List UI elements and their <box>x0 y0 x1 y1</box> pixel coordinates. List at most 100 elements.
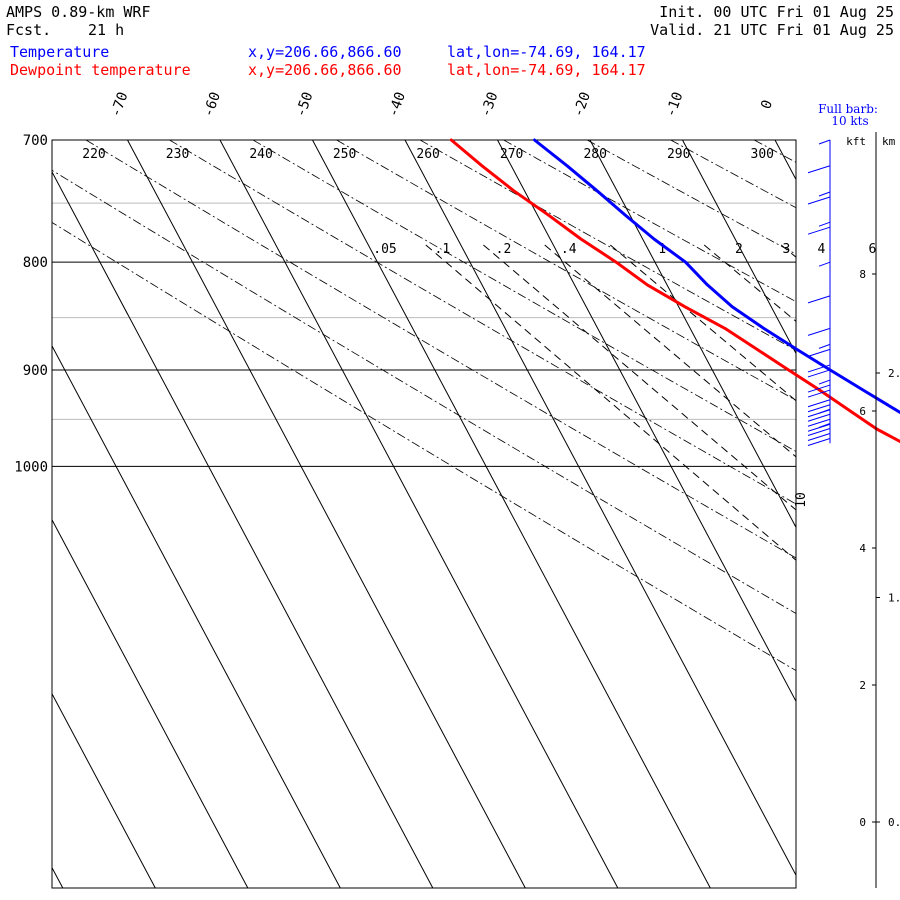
dry-adiabat-line <box>85 140 796 559</box>
wind-barb <box>818 139 831 145</box>
dry-adiabat-label: 230 <box>166 147 189 162</box>
isotherm-tick-label: -30 <box>478 90 502 119</box>
barb-half-feather <box>818 191 831 197</box>
barb-feather <box>807 384 831 393</box>
barb-feather <box>807 348 831 357</box>
isotherm-tick-label: -20 <box>570 90 594 119</box>
isotherm-line <box>682 140 796 355</box>
pressure-tick-label: 900 <box>23 363 48 379</box>
mixing-ratio-label: 3 <box>783 242 791 257</box>
isotherm-line <box>312 140 711 888</box>
dry-adiabat-label: 240 <box>249 147 272 162</box>
dry-adiabat-label: 280 <box>583 147 606 162</box>
barb-feather <box>807 389 831 398</box>
barb-half-feather <box>818 379 831 385</box>
dry-adiabat-line <box>52 221 796 672</box>
forecast-hours: 21 h <box>88 21 125 39</box>
forecast-label: Fcst. <box>6 21 52 39</box>
wind-barb <box>807 423 831 446</box>
barb-feather <box>807 165 831 174</box>
barb-feather <box>807 196 831 205</box>
mixing-ratio-label: .2 <box>496 242 512 257</box>
pressure-tick-label: 800 <box>23 255 48 271</box>
dry-adiabat-label: 290 <box>667 147 690 162</box>
barb-feather <box>807 438 831 446</box>
wind-barb <box>807 408 831 432</box>
isotherm-line <box>589 140 796 529</box>
barb-half-feather <box>818 261 831 267</box>
legend-dewpoint-latlon: lat,lon=-74.69, 164.17 <box>447 61 646 79</box>
mixing-ratio-line <box>544 244 796 458</box>
wind-barb <box>807 399 831 418</box>
wind-barb <box>807 327 831 336</box>
isotherm-tick-label: -60 <box>200 90 224 119</box>
barb-feather <box>807 364 831 373</box>
legend-dewpoint-xy: x,y=206.66,866.60 <box>248 61 402 79</box>
mixing-ratio-line <box>829 245 900 887</box>
dewpoint-profile-line <box>449 138 900 444</box>
isotherm-line <box>52 518 249 888</box>
wind-barb <box>807 295 831 304</box>
model-title: AMPS 0.89-km WRF <box>6 3 151 21</box>
km-tick-label: 2. <box>888 367 900 380</box>
barb-half-feather <box>818 423 831 428</box>
mixing-ratio-label: 10 <box>794 492 809 508</box>
mixing-ratio-line <box>780 244 796 258</box>
isotherm-tick-label: -70 <box>108 90 132 119</box>
isotherm-line <box>52 170 434 888</box>
barb-feather <box>807 295 831 304</box>
barb-half-feather <box>818 221 831 227</box>
dry-adiabat-line <box>587 140 796 255</box>
isotherm-line <box>127 140 526 888</box>
barb-legend-title: Full barb: <box>818 102 878 116</box>
isotherm-tick-label: -50 <box>293 90 317 119</box>
barb-feather <box>807 404 831 413</box>
km-axis-label: km <box>882 135 896 148</box>
barb-feather <box>807 327 831 336</box>
isotherm-line <box>404 140 796 877</box>
isotherm-tick-label: -10 <box>663 90 687 119</box>
km-tick-label: 1. <box>888 592 900 605</box>
barb-feather <box>807 399 831 408</box>
mixing-ratio-label: .1 <box>435 242 451 257</box>
barb-feather <box>807 428 831 436</box>
mixing-ratio-label: .05 <box>373 242 396 257</box>
mixing-ratio-label: 1 <box>658 242 666 257</box>
isotherm-tick-label: 0 <box>758 98 776 111</box>
barb-half-feather <box>818 139 831 145</box>
wind-barb <box>807 364 831 378</box>
valid-time: Valid. 21 UTC Fri 01 Aug 25 <box>650 21 894 39</box>
mixing-ratio-line <box>425 244 796 561</box>
dry-adiabat-label: 260 <box>416 147 439 162</box>
grid-layer <box>52 140 900 888</box>
mixing-ratio-label: .4 <box>561 242 577 257</box>
mixing-ratio-line <box>609 244 796 402</box>
isotherm-line <box>497 140 796 703</box>
dry-adiabat-line <box>169 140 796 505</box>
isotherm-line <box>774 140 796 181</box>
wind-barb <box>818 261 831 267</box>
legend-temperature-name: Temperature <box>10 43 110 61</box>
pressure-tick-label: 1000 <box>14 459 48 475</box>
wind-barb <box>807 221 831 235</box>
kft-tick-label: 6 <box>859 405 866 418</box>
barb-feather <box>807 226 831 235</box>
barb-legend-units: 10 kts <box>831 114 868 128</box>
legend-dewpoint-name: Dewpoint temperature <box>10 61 191 79</box>
isotherm-line <box>52 692 156 888</box>
barb-feather <box>807 369 831 378</box>
mixing-ratio-label: 4 <box>817 242 825 257</box>
kft-tick-label: 8 <box>859 268 866 281</box>
temperature-profile-line <box>533 138 900 415</box>
kft-tick-label: 4 <box>859 542 866 555</box>
isotherm-tick-label: -40 <box>385 90 409 119</box>
mixing-ratio-line <box>703 244 796 322</box>
dry-adiabat-line <box>754 140 796 163</box>
kft-axis-label: kft <box>846 135 866 148</box>
legend-temperature-latlon: lat,lon=-74.69, 164.17 <box>447 43 646 61</box>
barb-feather <box>807 433 831 441</box>
mixing-ratio-label: 2 <box>735 242 743 257</box>
wind-barb <box>807 191 831 205</box>
